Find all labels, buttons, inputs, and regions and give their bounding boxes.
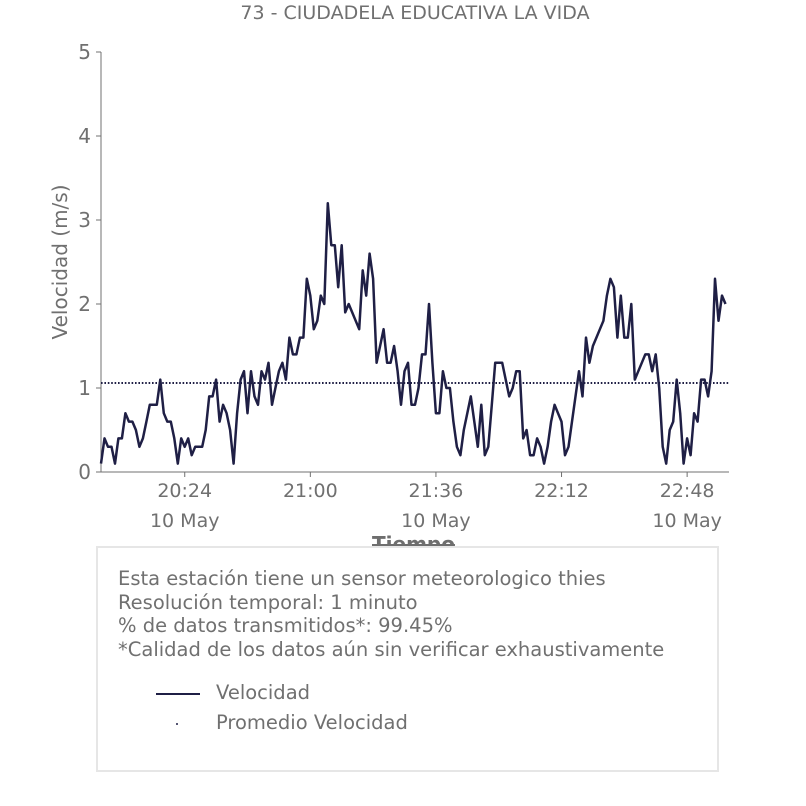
station-info: Esta estación tiene un sensor meteorolog…: [118, 567, 664, 661]
info-line-quality: *Calidad de los datos aún sin verificar …: [118, 637, 665, 661]
info-box: Esta estación tiene un sensor meteorolog…: [96, 546, 719, 772]
axes: [100, 52, 729, 473]
y-tick-label: 5: [78, 40, 91, 64]
y-tick-label: 2: [78, 292, 91, 316]
x-ticks: 20:24 10 May 21:00 21:36 10 May 22:12 22:48 10 …: [150, 472, 722, 532]
x-tick-date-label: 10 May: [652, 510, 722, 532]
x-tick-date-label: 10 May: [150, 510, 220, 532]
y-tick-label: 1: [78, 376, 91, 400]
x-tick-date-label: 10 May: [401, 510, 471, 532]
chart-title: 73 - CIUDADELA EDUCATIVA LA VIDA: [240, 2, 590, 24]
legend-label-velocidad: Velocidad: [216, 681, 311, 704]
y-tick-label: 4: [78, 124, 91, 148]
info-line-resolution: Resolución temporal: 1 minuto: [118, 590, 418, 614]
info-line-sensor: Esta estación tiene un sensor meteorolog…: [118, 567, 606, 590]
legend-dot-swatch: [176, 723, 178, 725]
series-group: [99, 201, 729, 465]
legend-line-swatch: [156, 693, 200, 695]
y-tick-label: 3: [78, 208, 91, 232]
x-tick-label: 22:12: [534, 480, 589, 502]
x-tick-label: 22:48: [660, 480, 715, 502]
y-ticks: 0 1 2 3 4 5: [78, 40, 101, 484]
x-tick-label: 21:00: [283, 480, 338, 502]
x-tick-label: 20:24: [157, 480, 212, 502]
y-axis-label: Velocidad (m/s): [48, 184, 72, 339]
info-line-transmitted: % de datos transmitidos*: 99.45%: [118, 614, 453, 637]
x-tick-label: 21:36: [409, 480, 464, 502]
y-tick-label: 0: [78, 460, 91, 484]
legend-label-promedio: Promedio Velocidad: [216, 711, 408, 734]
velocidad-line: [99, 201, 727, 465]
